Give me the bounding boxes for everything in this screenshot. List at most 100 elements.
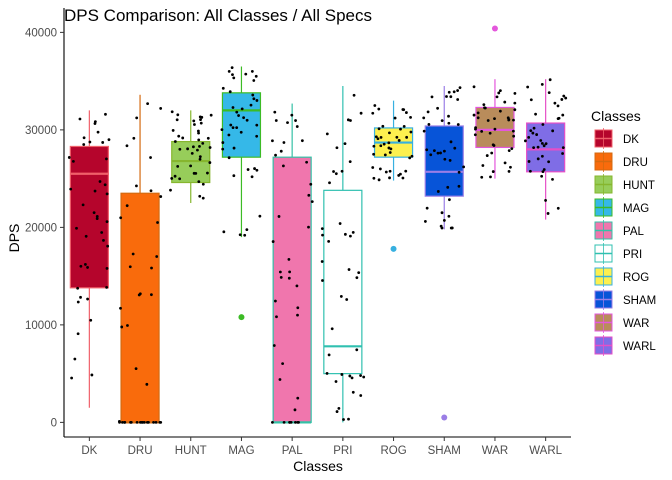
data-point (347, 268, 351, 271)
data-point (93, 122, 97, 125)
data-point (491, 170, 495, 173)
data-point (540, 154, 544, 158)
data-point (513, 108, 517, 112)
legend-item-dru: DRU (594, 151, 648, 172)
data-point (405, 111, 408, 114)
data-point (271, 139, 274, 143)
data-point (325, 372, 329, 375)
data-point (564, 96, 568, 100)
jitter-points (371, 104, 414, 182)
data-point (198, 155, 202, 159)
data-point (84, 234, 88, 238)
data-point (252, 97, 256, 101)
data-point (173, 174, 177, 178)
data-point (307, 225, 310, 229)
data-point (476, 111, 480, 115)
data-point (146, 102, 150, 106)
data-point (457, 184, 461, 188)
data-point (105, 286, 109, 289)
data-point (193, 123, 196, 126)
data-point (397, 139, 401, 142)
data-point (486, 119, 490, 122)
data-point (436, 106, 439, 110)
data-point (488, 131, 492, 135)
legend-item-warl: WARL (594, 335, 656, 356)
data-point (540, 82, 544, 86)
data-point (377, 127, 381, 131)
data-point (379, 144, 383, 148)
data-point (371, 111, 375, 115)
data-point (150, 266, 153, 270)
data-point (251, 93, 255, 97)
data-point (388, 131, 391, 135)
data-point (239, 130, 243, 134)
data-point (483, 106, 486, 110)
data-point (132, 136, 136, 140)
legend: DK DRU HUNT MAG PAL PRI ROG SHAM WAR WARL (594, 128, 656, 356)
legend-label: PAL (623, 226, 644, 238)
data-point (343, 232, 347, 236)
legend-label: PRI (623, 249, 642, 261)
data-point (282, 420, 286, 424)
data-point (325, 132, 329, 136)
data-point (76, 332, 80, 336)
data-point (561, 113, 565, 117)
data-point (152, 420, 155, 424)
data-point (321, 233, 324, 237)
data-point (402, 125, 406, 128)
data-point (288, 420, 292, 424)
data-point (145, 382, 149, 386)
data-point (255, 123, 259, 127)
data-point (480, 175, 484, 179)
data-point (279, 275, 283, 279)
legend-item-pal: PAL (594, 220, 644, 241)
data-point (542, 168, 546, 171)
data-point (246, 168, 250, 171)
data-point (142, 420, 146, 424)
data-point (347, 417, 350, 421)
data-point (104, 112, 107, 116)
data-point (106, 244, 110, 248)
data-point (235, 110, 239, 114)
data-point (320, 227, 324, 231)
data-point (229, 123, 233, 127)
data-point (346, 118, 350, 122)
data-point (340, 373, 344, 376)
data-point (170, 177, 174, 180)
data-point (79, 264, 83, 268)
data-point (355, 276, 359, 280)
data-point (448, 159, 452, 162)
data-point (175, 118, 179, 122)
data-point (279, 149, 283, 153)
data-point (462, 165, 466, 169)
data-point (539, 139, 543, 142)
data-point (273, 110, 277, 114)
data-point (137, 293, 141, 297)
data-point (90, 373, 94, 377)
data-point (511, 129, 515, 133)
box-hunt (169, 110, 213, 203)
data-point (447, 90, 451, 94)
data-point (240, 107, 244, 111)
data-point (271, 240, 275, 243)
jitter-points (117, 102, 163, 424)
data-point (547, 160, 551, 164)
data-point (149, 189, 153, 193)
data-point (176, 113, 180, 117)
data-point (448, 198, 451, 202)
data-point (253, 167, 256, 170)
data-point (436, 190, 440, 193)
data-point (425, 206, 429, 210)
box-rect (475, 106, 515, 149)
data-point (541, 170, 545, 174)
data-point (197, 131, 200, 135)
data-point (548, 78, 552, 82)
data-point (408, 156, 412, 160)
jitter-points (524, 78, 568, 215)
data-point (232, 76, 236, 80)
box-war (472, 25, 517, 179)
data-point (275, 315, 278, 319)
data-point (197, 180, 201, 184)
data-point (377, 107, 381, 111)
data-point (512, 134, 516, 138)
